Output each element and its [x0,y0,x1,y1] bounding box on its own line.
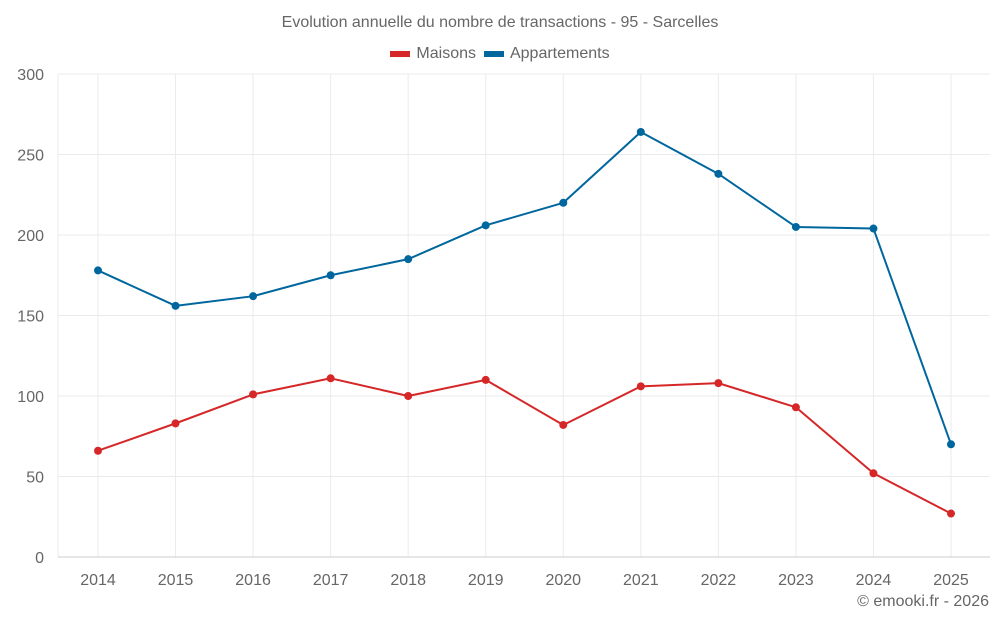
x-tick-label: 2024 [856,572,892,589]
credit-text: © emooki.fr - 2026 [857,593,989,610]
y-tick-label: 0 [35,550,44,567]
legend-swatch-appartements [483,51,504,57]
series-line-appartements [97,130,952,445]
data-point-maisons[interactable] [714,379,723,388]
data-point-appartements[interactable] [481,221,490,230]
chart-title: Evolution annuelle du nombre de transact… [281,14,719,31]
data-point-appartements[interactable] [404,255,413,264]
data-point-appartements[interactable] [326,271,335,280]
x-tick-label: 2018 [390,572,426,589]
legend-swatch-maisons [390,51,411,57]
x-tick-label: 2020 [545,572,581,589]
x-tick-label: 2017 [313,572,349,589]
x-tick-label: 2021 [623,572,659,589]
data-point-maisons[interactable] [171,419,180,428]
y-tick-label: 200 [17,228,44,245]
data-point-maisons[interactable] [791,403,800,412]
x-tick-label: 2019 [468,572,504,589]
data-point-maisons[interactable] [94,446,102,455]
data-point-maisons[interactable] [404,392,413,400]
x-tick-label: 2014 [80,572,116,589]
x-tick-label: 2015 [158,572,194,589]
data-point-appartements[interactable] [171,301,180,310]
x-tick-label: 2023 [778,572,814,589]
data-point-maisons[interactable] [559,420,568,429]
data-point-appartements[interactable] [249,292,258,301]
y-tick-label: 250 [17,148,44,165]
data-point-appartements[interactable] [714,169,723,178]
y-tick-label: 300 [17,67,44,84]
data-point-appartements[interactable] [94,266,102,275]
data-point-appartements[interactable] [869,224,878,233]
y-tick-label: 150 [17,309,44,326]
y-tick-label: 100 [17,389,44,406]
data-point-maisons[interactable] [249,390,258,399]
legend-item-appartements[interactable]: Appartements [483,45,610,63]
data-point-maisons[interactable] [869,469,878,478]
data-point-maisons[interactable] [481,375,490,384]
legend-label-appartements: Appartements [509,45,610,62]
legend-item-maisons[interactable]: Maisons [390,45,476,63]
data-point-appartements[interactable] [947,440,955,449]
legend: Maisons Appartements [0,45,1000,63]
data-point-maisons[interactable] [326,374,335,383]
x-tick-label: 2025 [933,572,969,589]
series-line-maisons [97,377,952,515]
series [94,127,955,518]
data-point-appartements[interactable] [559,198,568,207]
x-tick-label: 2022 [701,572,737,589]
data-point-appartements[interactable] [636,127,645,136]
y-tick-label: 50 [26,470,44,487]
axes: 0 50 100 150 200 250 300 2014 2015 2016 2017 2018 20… [17,67,990,589]
data-point-appartements[interactable] [791,222,800,231]
data-point-maisons[interactable] [947,509,955,518]
data-point-maisons[interactable] [636,382,645,391]
legend-label-maisons: Maisons [416,45,476,62]
grid [57,73,990,557]
x-tick-label: 2016 [235,572,271,589]
